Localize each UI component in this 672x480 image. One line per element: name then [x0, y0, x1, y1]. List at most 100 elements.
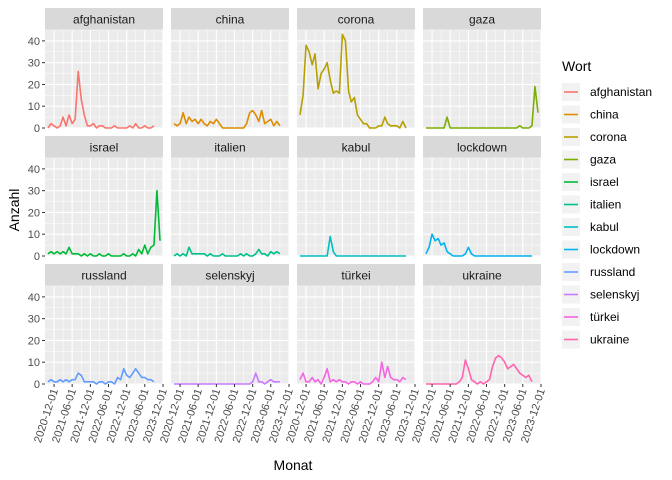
legend-label: gaza [590, 153, 616, 167]
facet-strip-label: afghanistan [73, 13, 135, 27]
facet-corona: corona [297, 8, 416, 129]
legend-item-selenskyj: selenskyj [562, 285, 639, 304]
facet-strip [423, 136, 541, 158]
panel-background [423, 30, 541, 128]
facet-selenskyj: selenskyj [171, 264, 290, 385]
facet-gaza: gaza [423, 8, 542, 129]
y-tick-label: 0 [34, 123, 40, 135]
legend-title: Wort [562, 58, 591, 74]
panel-background [423, 286, 541, 384]
legend-label: china [590, 108, 619, 122]
legend-item-ukraine: ukraine [562, 330, 630, 349]
facet-panels: afghanistan china corona gaza israel italien k… [45, 8, 542, 385]
facet-strip [297, 264, 415, 286]
legend-item-gaza: gaza [562, 150, 616, 169]
facet-italien: italien [171, 136, 290, 257]
facet-russland: russland [45, 264, 164, 385]
panel-background [45, 158, 163, 256]
legend-item-russland: russland [562, 263, 635, 281]
panel-background [171, 30, 289, 128]
legend-item-italien: italien [562, 195, 621, 214]
facet-strip [297, 8, 415, 30]
panel-background [45, 30, 163, 128]
legend-label: italien [590, 198, 621, 212]
x-axis-title: Monat [274, 457, 313, 473]
legend-label: türkei [590, 310, 619, 324]
facet-strip-label: selenskyj [205, 269, 254, 283]
facet-strip-label: türkei [341, 269, 370, 283]
y-tick-label: 40 [28, 292, 40, 304]
y-tick-label: 0 [34, 251, 40, 263]
y-tick-label: 40 [28, 36, 40, 48]
panel-background [297, 158, 415, 256]
y-tick-label: 10 [28, 357, 40, 369]
legend-label: russland [590, 265, 635, 279]
y-tick-label: 0 [34, 379, 40, 391]
facet-strip [171, 8, 289, 30]
legend-item-lockdown: lockdown [562, 240, 640, 259]
legend-item-kabul: kabul [562, 218, 619, 236]
y-tick-label: 10 [28, 101, 40, 113]
legend-label: corona [590, 130, 627, 144]
legend-label: israel [590, 175, 619, 189]
facet-strip [297, 136, 415, 158]
series-line-afghanistan [47, 70, 155, 129]
facet-afghanistan: afghanistan [45, 8, 164, 129]
legend-items: afghanistan china corona gaza israel italien k… [562, 83, 652, 349]
series-line-corona [299, 33, 407, 129]
series-line-israel [47, 189, 161, 257]
facet-strip-label: gaza [469, 13, 495, 27]
legend: Wort afghanistan china corona gaza israel ita… [562, 58, 652, 349]
facet-ukraine: ukraine [423, 264, 542, 385]
panel-background [297, 286, 415, 384]
y-tick-label: 40 [28, 164, 40, 176]
y-tick-label: 30 [28, 186, 40, 198]
legend-item-israel: israel [562, 173, 619, 191]
facet-strip-label: lockdown [457, 141, 507, 155]
y-axis-title: Anzahl [6, 189, 22, 232]
facet-china: china [171, 8, 290, 129]
legend-label: afghanistan [590, 85, 652, 99]
facet-lockdown: lockdown [423, 136, 542, 257]
panel-background [171, 158, 289, 256]
facet-strip-label: italien [214, 141, 245, 155]
y-tick-label: 10 [28, 229, 40, 241]
facet-strip [45, 136, 163, 158]
facet-strip-label: ukraine [462, 269, 502, 283]
facet-israel: israel [45, 136, 164, 257]
legend-item-türkei: türkei [562, 308, 619, 326]
legend-item-china: china [562, 105, 619, 124]
facet-strip [423, 264, 541, 286]
y-tick-label: 30 [28, 58, 40, 70]
legend-label: kabul [590, 220, 619, 234]
facet-strip-label: kabul [342, 141, 371, 155]
legend-item-corona: corona [562, 128, 627, 146]
series-line-china [173, 109, 281, 129]
y-tick-label: 20 [28, 207, 40, 219]
facet-strip-label: israel [90, 141, 119, 155]
series-line-lockdown [425, 233, 532, 257]
legend-item-afghanistan: afghanistan [562, 83, 652, 101]
legend-label: selenskyj [590, 288, 639, 302]
y-tick-label: 30 [28, 314, 40, 326]
series-line-gaza [425, 85, 539, 129]
facet-türkei: türkei [297, 264, 416, 385]
facet-strip [171, 136, 289, 158]
series-line-kabul [299, 235, 406, 257]
facet-kabul: kabul [297, 136, 416, 257]
series-line-italien [173, 246, 281, 257]
facet-strip [171, 264, 289, 286]
series-line-ukraine [425, 354, 533, 385]
facet-strip-label: corona [338, 13, 375, 27]
legend-label: ukraine [590, 333, 630, 347]
legend-label: lockdown [590, 243, 640, 257]
panel-background [171, 286, 289, 384]
series-line-russland [47, 367, 155, 385]
panel-background [45, 286, 163, 384]
facet-strip [423, 8, 541, 30]
series-line-türkei [299, 361, 407, 385]
series-line-selenskyj [173, 372, 280, 385]
panel-background [423, 158, 541, 256]
facet-strip [45, 8, 163, 30]
